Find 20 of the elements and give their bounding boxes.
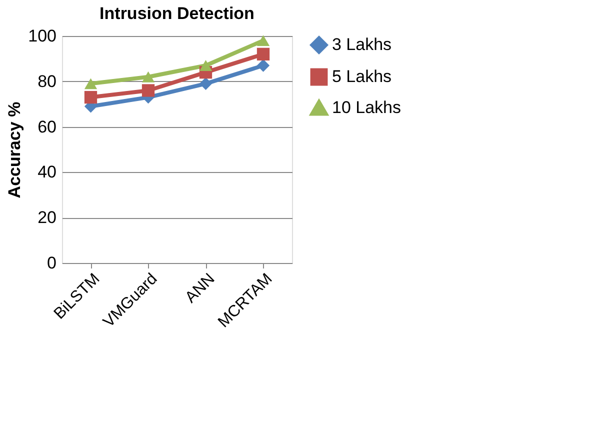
point: [256, 35, 270, 46]
y-axis-title: Accuracy %: [5, 102, 24, 198]
point: [142, 71, 155, 82]
y-tick-label: 0: [47, 254, 56, 272]
legend-label: 10 Lakhs: [332, 98, 401, 117]
point: [199, 77, 212, 90]
point: [84, 78, 98, 90]
point: [256, 48, 270, 60]
y-tick-label: 80: [38, 72, 56, 91]
y-tick-label: 60: [38, 117, 56, 136]
y-tick-label: 100: [28, 26, 56, 46]
legend-label: 3 Lakhs: [332, 35, 392, 54]
point: [256, 59, 270, 72]
y-tick-label: 40: [38, 162, 56, 182]
legend-label: 5 Lakhs: [332, 67, 392, 86]
y-tick-label: 20: [38, 208, 56, 228]
point: [142, 84, 155, 97]
point: [84, 90, 98, 104]
chart-title: Intrusion Detection: [100, 4, 254, 23]
point: [199, 60, 212, 71]
